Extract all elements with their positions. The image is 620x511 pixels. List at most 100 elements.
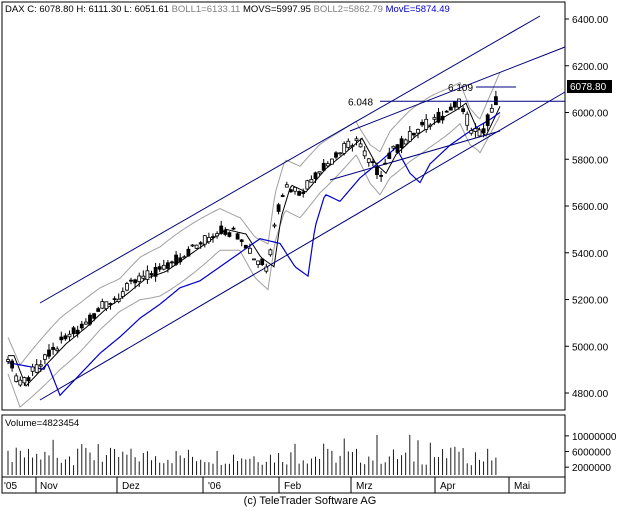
header-movs: MOVS=5997.95 <box>243 4 311 15</box>
channel-line <box>39 91 566 401</box>
candle-body <box>125 283 129 291</box>
candle-body <box>489 107 494 113</box>
candle-body <box>174 254 179 265</box>
channel-line <box>39 15 541 304</box>
xtick-label: Feb <box>284 481 302 492</box>
candle-body <box>342 143 347 154</box>
candle-body <box>165 262 170 269</box>
candle-body <box>71 327 76 335</box>
candle-body <box>170 261 174 264</box>
header-symbol: DAX <box>5 4 25 15</box>
candle-body <box>346 140 351 148</box>
candle-body <box>88 314 92 325</box>
candle-body <box>47 349 51 357</box>
candle-body <box>366 158 371 163</box>
price-axis: 4800.00 5000.00 5200.00 5400.00 5600.00 5800.… <box>565 15 609 400</box>
candle-body <box>358 143 363 148</box>
candle-body <box>416 129 420 134</box>
candle-body <box>313 172 318 180</box>
candle-body <box>206 237 211 243</box>
candle-body <box>325 163 330 167</box>
candle-body <box>92 313 96 319</box>
candle-body <box>14 375 19 382</box>
candle-body <box>100 301 105 309</box>
volume-tick-label: 2000000 <box>572 463 611 474</box>
ytick-label: 6000.00 <box>572 109 609 120</box>
candle-body <box>268 249 273 256</box>
candle-body <box>157 266 162 270</box>
candle-body <box>227 232 232 237</box>
candle-body <box>30 366 35 372</box>
candle-body <box>67 333 72 338</box>
volume-bars <box>7 434 497 475</box>
candle-body <box>235 233 240 240</box>
candle-body <box>264 266 269 272</box>
candle-body <box>309 179 314 183</box>
header-boll1: BOLL1=6133.11 <box>172 4 241 15</box>
candle-body <box>293 186 297 192</box>
horizontal-lines: 6.048 6.109 <box>348 83 565 108</box>
candle-body <box>55 348 60 352</box>
candle-body <box>223 229 228 235</box>
candle-body <box>354 138 359 141</box>
candle-body <box>272 224 277 227</box>
ytick-label: 5400.00 <box>572 249 609 260</box>
candle-body <box>84 321 88 325</box>
candle-body <box>51 347 55 350</box>
candle-body <box>473 128 478 132</box>
candle-body <box>375 166 379 176</box>
candle-body <box>469 130 474 134</box>
header-high: H: 6111.30 <box>76 4 121 15</box>
candle-body <box>370 161 375 164</box>
ytick-label: 5000.00 <box>572 342 609 353</box>
candle-body <box>141 275 146 279</box>
xtick-label: '05 <box>4 481 17 492</box>
candle-body <box>280 195 285 197</box>
candle-body <box>297 191 302 196</box>
header-low: L: 6051.61 <box>124 4 169 15</box>
candle-body <box>26 377 31 382</box>
xtick-label: Dez <box>122 481 140 492</box>
candle-body <box>211 236 215 238</box>
price-tag: 6078.80 <box>567 80 612 93</box>
candle-body <box>481 128 486 134</box>
volume-axis: 2000000 6000000 10000000 <box>565 432 617 474</box>
move-line <box>7 112 501 397</box>
candle-body <box>75 329 80 335</box>
candle-body <box>260 258 265 266</box>
candle-body <box>145 270 150 280</box>
header-close: C: 6078.80 <box>27 4 73 15</box>
candle-body <box>120 291 125 297</box>
candle-body <box>112 298 117 301</box>
candle-body <box>457 98 461 108</box>
candle-body <box>424 118 429 130</box>
candle-body <box>338 152 343 155</box>
price-tag-value: 6078.80 <box>570 82 607 93</box>
candle-body <box>436 111 441 123</box>
candle-body <box>219 225 224 234</box>
ytick-label: 4800.00 <box>572 389 609 400</box>
volume-tick-label: 6000000 <box>572 448 611 459</box>
candle-body <box>407 131 412 142</box>
candle-body <box>182 256 187 259</box>
channel-line <box>349 46 566 132</box>
candle-body <box>444 110 449 113</box>
candle-body <box>186 248 191 257</box>
volume-tick-label: 10000000 <box>572 432 617 443</box>
candle-body <box>38 364 43 367</box>
candle-body <box>137 275 142 283</box>
volume-panel <box>1 414 566 478</box>
candle-body <box>440 115 445 121</box>
header-legend: DAX C: 6078.80 H: 6111.30 L: 6051.61 BOL… <box>5 4 450 15</box>
candle-body <box>321 162 326 171</box>
xtick-label: Apr <box>440 481 456 492</box>
candle-body <box>116 298 121 302</box>
candle-body <box>178 257 183 263</box>
candle-body <box>34 364 39 373</box>
xtick-label: Nov <box>40 481 58 492</box>
level-label: 6.048 <box>348 97 373 108</box>
level-label: 6.109 <box>448 83 473 94</box>
candle-body <box>403 139 408 145</box>
candle-body <box>22 377 27 384</box>
candle-body <box>387 152 392 160</box>
